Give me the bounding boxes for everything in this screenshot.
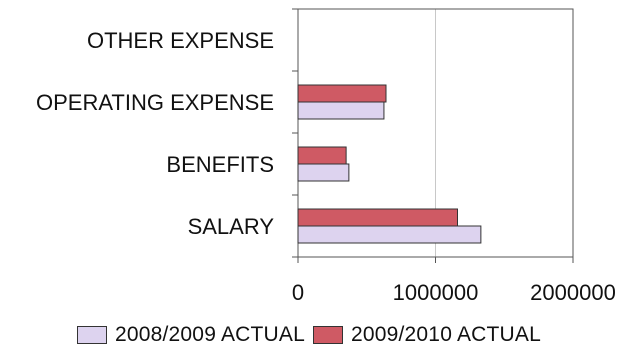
bar-salary-2009-2010-actual	[297, 208, 458, 227]
category-label-benefits: BENEFITS	[166, 152, 274, 177]
bar-benefits-2009-2010-actual	[297, 146, 347, 165]
legend-label-2009-2010: 2009/2010 ACTUAL	[351, 323, 541, 346]
x-tick-label-0: 0	[292, 280, 304, 305]
legend: 2008/2009 ACTUAL 2009/2010 ACTUAL	[0, 320, 618, 350]
bar-operating-expense-2008-2009-actual	[297, 101, 385, 120]
category-label-operating-expense: OPERATING EXPENSE	[36, 90, 274, 115]
bar-operating-expense-2009-2010-actual	[297, 84, 387, 103]
bar-benefits-2008-2009-actual	[297, 163, 350, 182]
x-tick-label-2: 2000000	[530, 280, 616, 305]
legend-swatch-2009-2010	[313, 326, 343, 344]
bar-salary-2008-2009-actual	[297, 225, 482, 244]
category-label-other-expense: OTHER EXPENSE	[87, 28, 274, 53]
legend-item-2008-2009: 2008/2009 ACTUAL	[77, 323, 305, 347]
category-label-salary: SALARY	[188, 214, 275, 239]
x-tick-label-1: 1000000	[393, 280, 479, 305]
legend-label-2008-2009: 2008/2009 ACTUAL	[115, 323, 305, 346]
legend-item-2009-2010: 2009/2010 ACTUAL	[313, 323, 541, 347]
bar-chart-plot: OTHER EXPENSE OPERATING EXPENSE BENEFITS SA…	[36, 8, 616, 305]
legend-swatch-2008-2009	[77, 326, 107, 344]
